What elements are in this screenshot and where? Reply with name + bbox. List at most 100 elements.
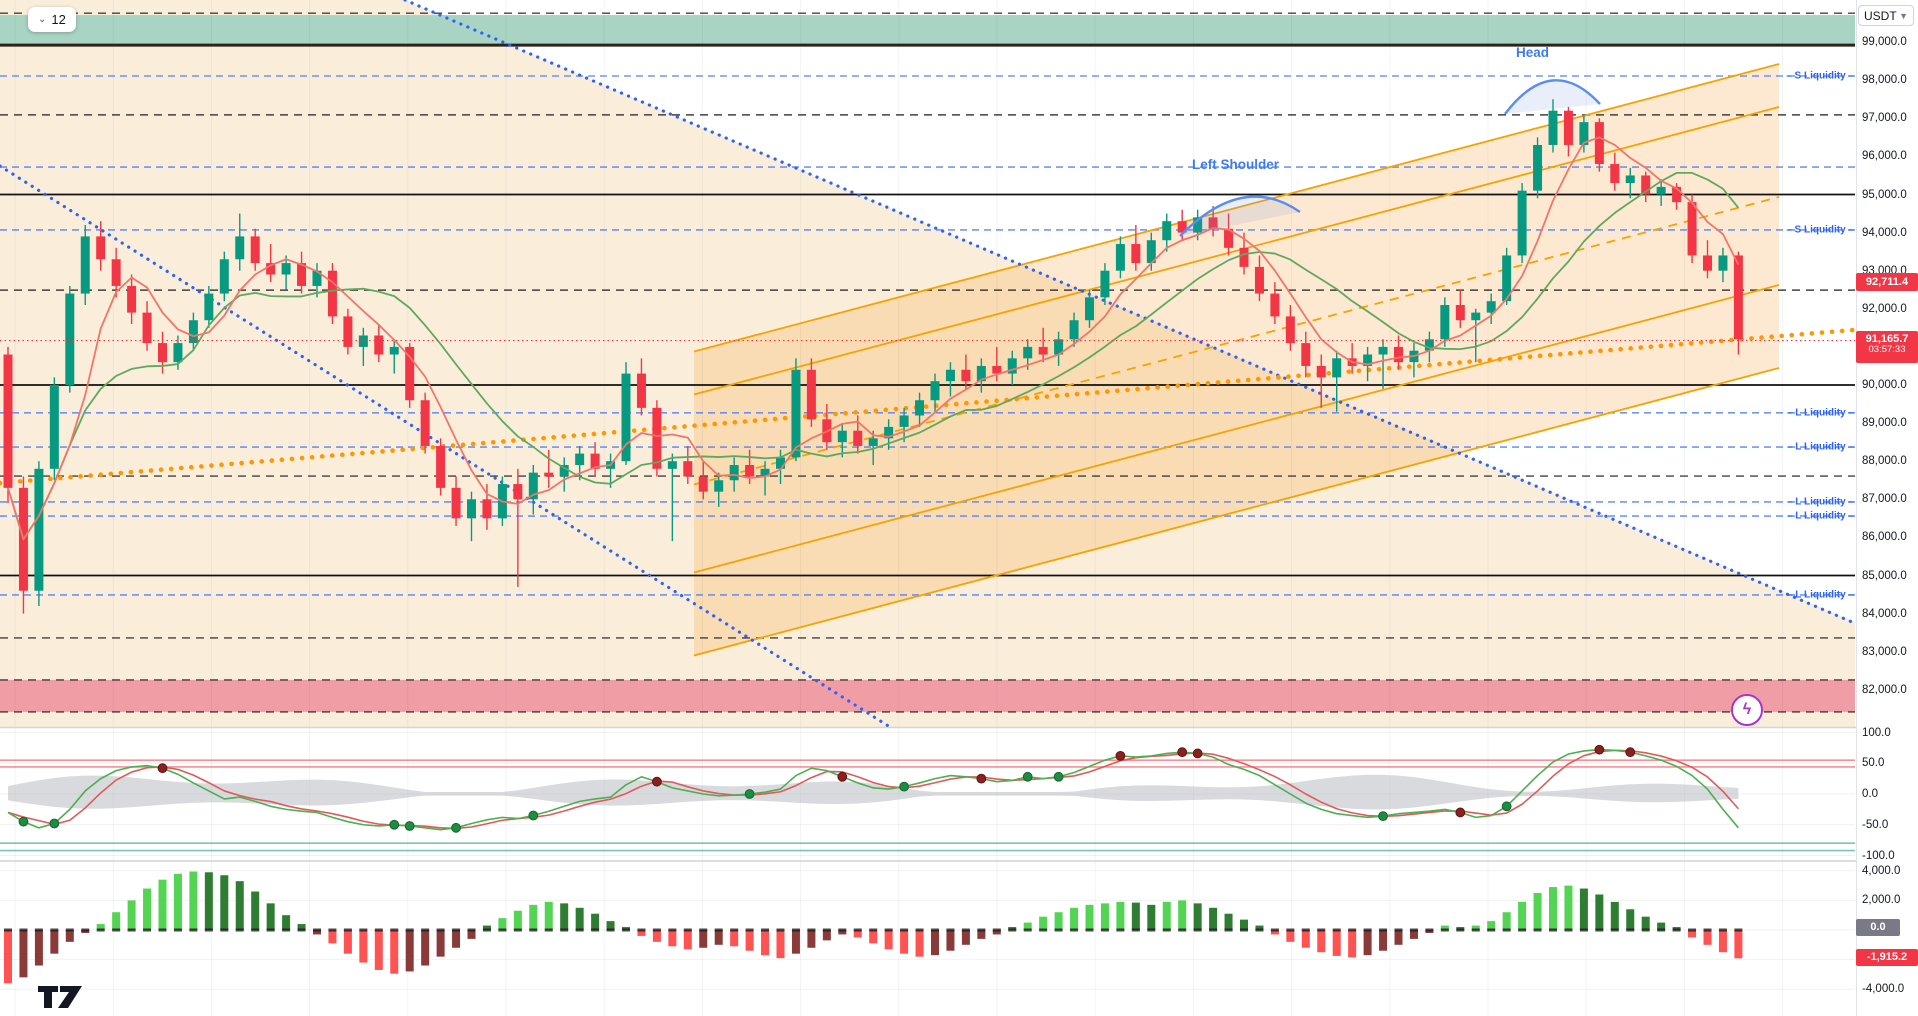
histogram-bar [544, 901, 553, 930]
histogram-bar [50, 930, 59, 954]
candle-body [297, 263, 307, 286]
histogram-bar [977, 930, 986, 939]
osc-buy-dot [899, 781, 909, 792]
candle-body [1440, 304, 1450, 340]
histogram-zero-tick [1672, 928, 1681, 932]
histogram-zero-tick [1054, 928, 1063, 932]
price-tick: 87,000.0 [1862, 493, 1907, 506]
histogram-zero-tick [1564, 928, 1573, 932]
candle-body [111, 259, 121, 286]
histogram-zero-tick [1502, 928, 1511, 932]
candle-body [1502, 255, 1512, 302]
histogram-bar [1348, 930, 1357, 958]
histogram-tick: -4,000.0 [1862, 983, 1905, 996]
histogram-bar [467, 930, 476, 939]
histogram-bar [838, 930, 847, 935]
candle-body [945, 369, 955, 382]
candle-body [1208, 217, 1218, 229]
candle-body [96, 236, 106, 260]
histogram-zero-tick [158, 928, 167, 932]
histogram-bar [1054, 912, 1063, 930]
histogram-bar [173, 873, 182, 930]
candle-body [791, 369, 801, 458]
histogram-zero-tick [529, 928, 538, 932]
histogram-bar [730, 930, 739, 947]
histogram-bar [637, 930, 646, 936]
candle-body [1193, 217, 1203, 233]
osc-sell-dot [1192, 748, 1203, 759]
histogram-bar [1641, 916, 1650, 930]
tradingview-logo[interactable] [36, 980, 110, 1014]
histogram-zero-tick [127, 928, 136, 932]
histogram-zero-tick [81, 928, 90, 932]
histogram-zero-tick [683, 928, 692, 932]
histogram-bar [482, 925, 491, 930]
histogram-bar [1100, 903, 1109, 930]
long-liquidity-label: L Liquidity [1742, 442, 1854, 453]
histogram-bar [1471, 925, 1480, 930]
histogram-zero-tick [1471, 928, 1480, 932]
interval-button[interactable]: ⌄ 12 [28, 7, 76, 32]
histogram-bar [714, 930, 723, 945]
histogram-zero-tick [1440, 928, 1449, 932]
histogram-zero-tick [498, 928, 507, 932]
channel-fill [694, 64, 1779, 656]
histogram-bar [668, 930, 677, 947]
lightning-icon[interactable]: ϟ [1731, 694, 1763, 726]
histogram-zero-tick [1425, 928, 1434, 932]
histogram-bar [1657, 922, 1666, 930]
histogram-bar [1039, 916, 1048, 930]
histogram-bar [652, 930, 661, 942]
histogram-bar [1502, 912, 1511, 930]
price-axis[interactable] [1856, 0, 1918, 1016]
osc-sell-dot [1115, 750, 1126, 761]
histogram-bar [1023, 922, 1032, 930]
histogram-bar [251, 891, 260, 930]
histogram-bar [343, 930, 352, 954]
osc-buy-dot [744, 789, 755, 799]
price-tick: 90,000.0 [1862, 379, 1907, 391]
candle-body [884, 426, 894, 439]
histogram-zero-tick [652, 928, 661, 932]
histogram-zero-tick [1224, 928, 1233, 932]
candle-body [158, 343, 167, 363]
candle-body [729, 465, 739, 481]
histogram-zero-tick [1116, 928, 1125, 932]
currency-select[interactable]: USDT ▼ [1858, 5, 1914, 26]
histogram-bar [1533, 893, 1542, 930]
candlestick-series [3, 99, 1743, 614]
candle-body [992, 365, 1002, 374]
histogram-zero-tick [915, 928, 924, 932]
candle-body [1270, 293, 1280, 317]
histogram-bar [282, 915, 291, 930]
osc-sell-dot [976, 773, 987, 784]
ma-fast-line [7, 136, 1740, 541]
histogram-bar [1270, 930, 1279, 935]
histogram-bar [297, 924, 306, 930]
histogram-bar [374, 930, 383, 970]
histogram-zero-tick [266, 928, 275, 932]
histogram-bar [1209, 907, 1218, 930]
candle-body [482, 499, 492, 519]
price-tick: 83,000.0 [1862, 645, 1907, 658]
histogram-bar [683, 930, 692, 950]
histogram-bar [946, 930, 955, 951]
histogram-zero-tick [1734, 928, 1743, 932]
long-liquidity-label: L Liquidity [1742, 511, 1854, 522]
histogram-zero-tick [1193, 928, 1202, 932]
candle-body [760, 468, 770, 477]
candle-body [327, 270, 337, 317]
osc-buy-dot [49, 818, 60, 829]
histogram-zero-tick [96, 928, 105, 932]
histogram-bar [776, 930, 785, 959]
candle-body [266, 263, 276, 275]
candle-body [714, 480, 724, 492]
candle-body [1563, 110, 1573, 145]
histogram-bar [65, 930, 74, 942]
histogram-bar [1703, 930, 1712, 945]
histogram-zero-tick [1209, 928, 1218, 932]
candle-body [204, 293, 214, 321]
histogram-zero-tick [1147, 928, 1156, 932]
